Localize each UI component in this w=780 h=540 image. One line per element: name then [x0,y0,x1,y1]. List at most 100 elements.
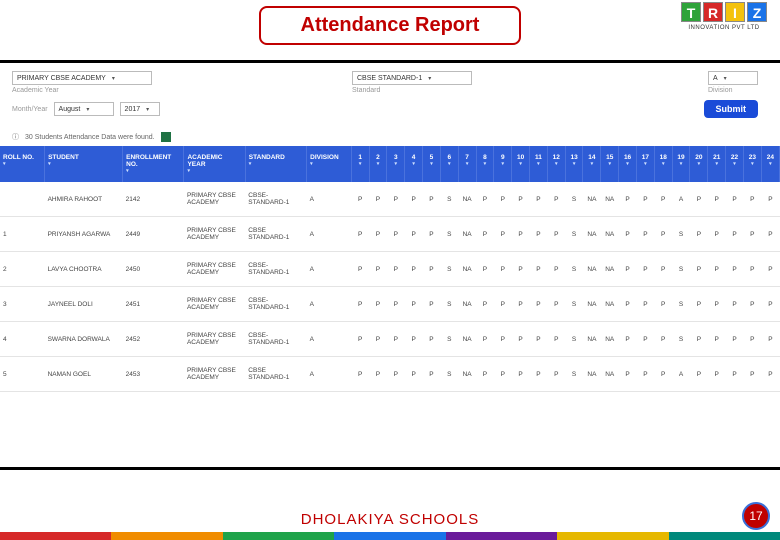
col-year[interactable]: ACADEMIC YEAR ▾ [184,146,245,182]
division-label: Division [708,87,758,94]
attendance-table: ROLL NO. ▾STUDENT ▾ENROLLMENT NO. ▾ACADE… [0,146,780,392]
division-select[interactable]: A [708,71,758,85]
cell-attendance: P [494,322,512,357]
cell-attendance: P [530,357,548,392]
month-select[interactable]: August [54,102,114,116]
cell-division: A [307,357,352,392]
cell-enroll: 2451 [123,287,184,322]
col-day-12[interactable]: 12▾ [547,146,565,182]
logo-letter: Z [747,2,767,22]
cell-attendance: P [530,252,548,287]
col-day-20[interactable]: 20▾ [690,146,708,182]
col-roll[interactable]: ROLL NO. ▾ [0,146,45,182]
col-day-16[interactable]: 16▾ [619,146,637,182]
col-day-4[interactable]: 4▾ [405,146,423,182]
col-day-24[interactable]: 24▾ [761,146,779,182]
cell-attendance: P [547,182,565,217]
col-day-3[interactable]: 3▾ [387,146,405,182]
cell-attendance: P [636,357,654,392]
cell-attendance: NA [583,252,601,287]
col-day-1[interactable]: 1▾ [351,146,369,182]
cell-attendance: NA [601,217,619,252]
year-select[interactable]: 2017 [120,102,160,116]
col-enroll[interactable]: ENROLLMENT NO. ▾ [123,146,184,182]
cell-attendance: P [405,287,423,322]
cell-year: PRIMARY CBSE ACADEMY [184,287,245,322]
cell-attendance: P [708,287,726,322]
cell-attendance: S [565,252,583,287]
cell-attendance: P [512,252,530,287]
cell-attendance: P [619,357,637,392]
logo-letter: I [725,2,745,22]
cell-attendance: P [387,252,405,287]
cell-attendance: P [619,182,637,217]
cell-attendance: P [423,252,441,287]
excel-export-icon[interactable] [161,132,171,142]
col-day-21[interactable]: 21▾ [708,146,726,182]
col-day-7[interactable]: 7▾ [458,146,476,182]
cell-attendance: P [619,322,637,357]
col-day-17[interactable]: 17▾ [636,146,654,182]
cell-division: A [307,322,352,357]
col-day-9[interactable]: 9▾ [494,146,512,182]
col-day-2[interactable]: 2▾ [369,146,387,182]
col-day-10[interactable]: 10▾ [512,146,530,182]
results-count-row: ⓘ 30 Students Attendance Data were found… [0,128,780,146]
cell-attendance: P [476,252,494,287]
col-day-19[interactable]: 19▾ [672,146,690,182]
col-day-8[interactable]: 8▾ [476,146,494,182]
cell-attendance: P [405,182,423,217]
cell-attendance: NA [601,322,619,357]
col-day-22[interactable]: 22▾ [726,146,744,182]
cell-enroll: 2449 [123,217,184,252]
col-day-11[interactable]: 11▾ [530,146,548,182]
col-day-14[interactable]: 14▾ [583,146,601,182]
cell-attendance: P [761,252,779,287]
cell-attendance: S [672,287,690,322]
cell-attendance: P [530,217,548,252]
col-day-5[interactable]: 5▾ [423,146,441,182]
col-day-13[interactable]: 13▾ [565,146,583,182]
title-box: Attendance Report [259,6,522,45]
cell-attendance: NA [458,322,476,357]
cell-attendance: NA [601,357,619,392]
cell-attendance: S [672,217,690,252]
cell-attendance: P [743,252,761,287]
footer-color-seg [111,532,222,540]
col-division[interactable]: DIVISION ▾ [307,146,352,182]
cell-student: JAYNEEL DOLI [45,287,123,322]
col-day-23[interactable]: 23▾ [743,146,761,182]
info-icon: ⓘ [12,132,19,142]
cell-attendance: NA [583,217,601,252]
cell-attendance: P [726,252,744,287]
cell-student: PRIYANSH AGARWA [45,217,123,252]
col-day-18[interactable]: 18▾ [654,146,672,182]
cell-attendance: P [761,217,779,252]
submit-button[interactable]: Submit [704,100,759,118]
cell-roll: 2 [0,252,45,287]
cell-roll: 1 [0,217,45,252]
col-day-15[interactable]: 15▾ [601,146,619,182]
cell-attendance: P [726,217,744,252]
cell-attendance: P [387,217,405,252]
col-standard[interactable]: STANDARD ▾ [245,146,306,182]
cell-roll: 3 [0,287,45,322]
cell-attendance: P [369,287,387,322]
school-select[interactable]: PRIMARY CBSE ACADEMY [12,71,152,85]
cell-attendance: P [494,252,512,287]
attendance-grid: ROLL NO. ▾STUDENT ▾ENROLLMENT NO. ▾ACADE… [0,146,780,392]
cell-enroll: 2142 [123,182,184,217]
cell-attendance: NA [458,182,476,217]
cell-attendance: P [476,287,494,322]
cell-attendance: P [726,357,744,392]
cell-attendance: NA [601,252,619,287]
cell-attendance: NA [458,357,476,392]
cell-attendance: P [369,252,387,287]
col-student[interactable]: STUDENT ▾ [45,146,123,182]
filter-bar: PRIMARY CBSE ACADEMY Academic Year CBSE … [0,63,780,128]
cell-standard: CBSE STANDARD-1 [245,357,306,392]
col-day-6[interactable]: 6▾ [440,146,458,182]
standard-select[interactable]: CBSE STANDARD-1 [352,71,472,85]
cell-student: SWARNA DORWALA [45,322,123,357]
cell-attendance: P [351,357,369,392]
